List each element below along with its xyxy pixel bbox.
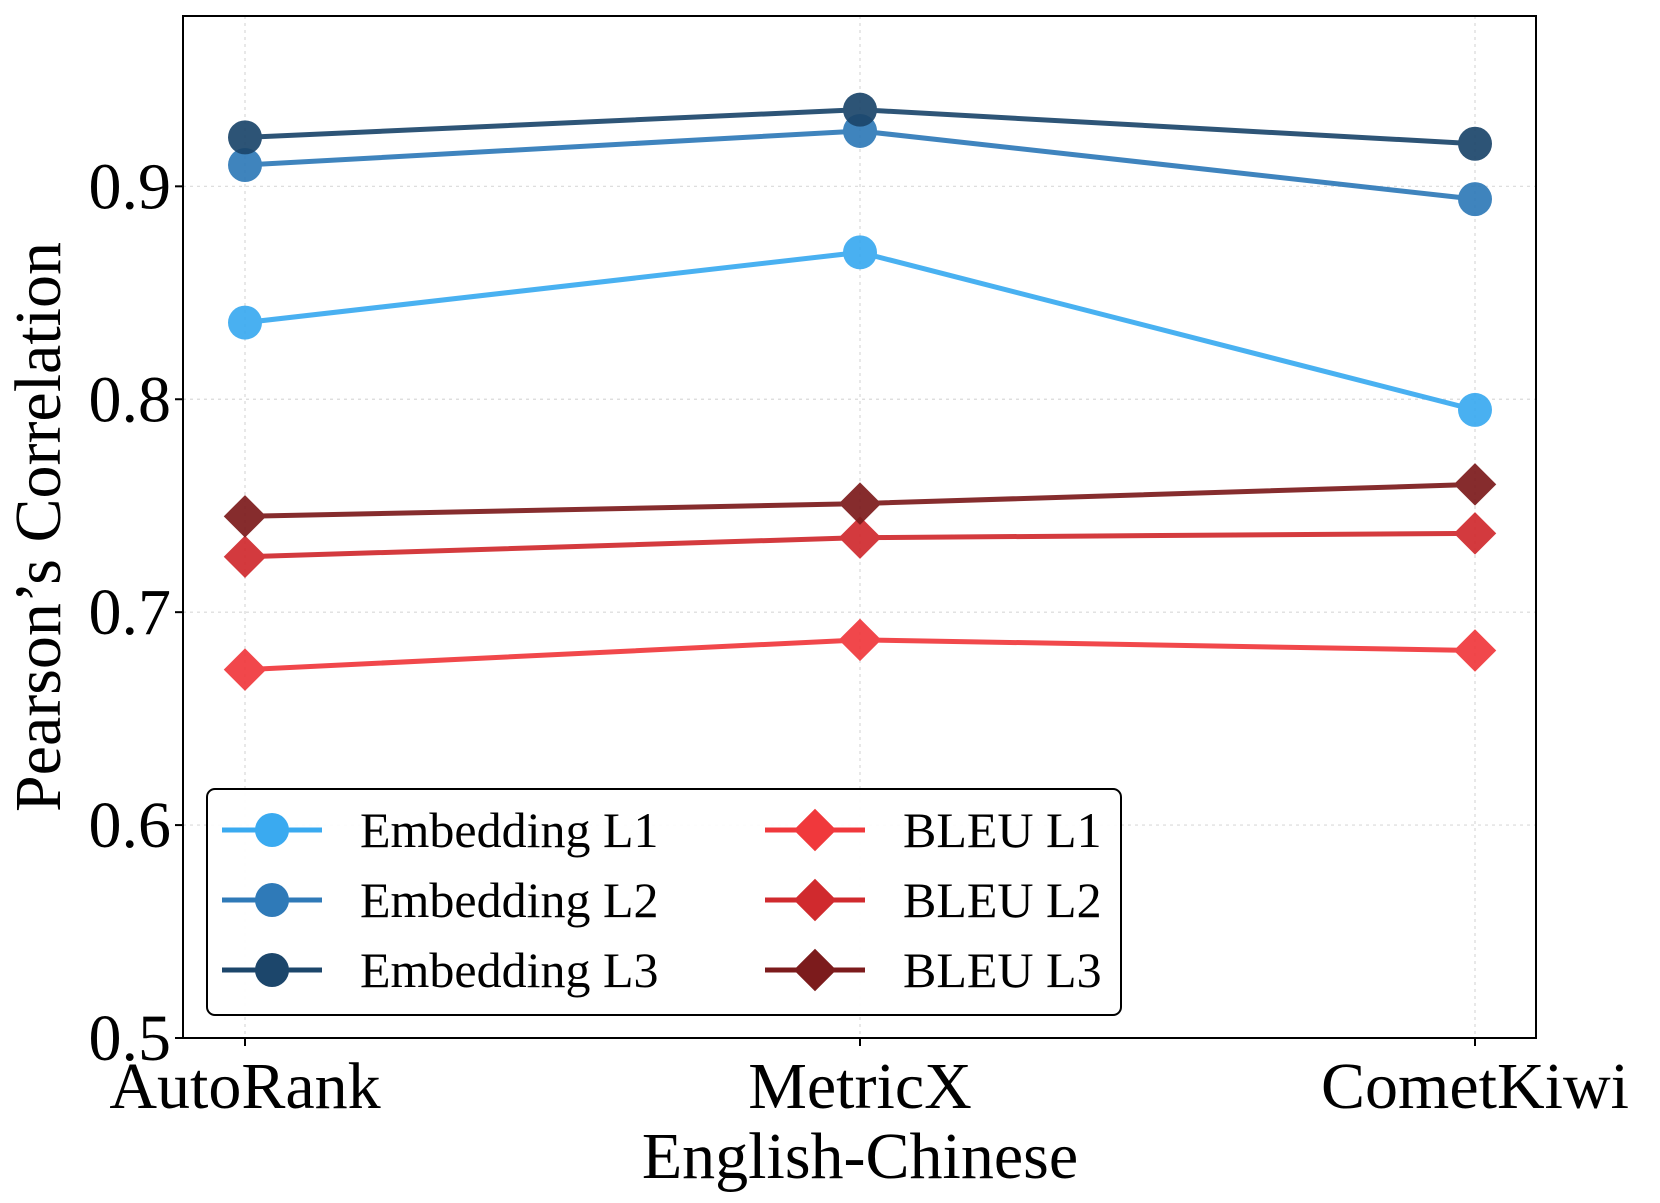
legend-label: Embedding L2 — [360, 872, 659, 928]
data-point — [838, 516, 882, 559]
legend-marker — [255, 813, 289, 847]
legend-marker — [793, 808, 837, 852]
data-point — [223, 535, 267, 579]
data-point — [838, 482, 882, 525]
legend-marker — [793, 878, 837, 922]
data-point — [228, 148, 262, 183]
data-point — [1458, 182, 1492, 217]
x-tick-label: MetricX — [748, 1050, 972, 1123]
data-point — [1453, 629, 1497, 672]
series-bleu-l1 — [223, 618, 1497, 691]
data-point — [1458, 126, 1492, 161]
legend-item: Embedding L2 — [222, 872, 659, 928]
data-point — [223, 648, 267, 691]
y-tick-label: 0.8 — [89, 363, 172, 436]
legend-label: Embedding L1 — [360, 802, 659, 858]
data-point — [223, 495, 267, 538]
data-point — [843, 92, 877, 127]
series-layer — [223, 92, 1497, 691]
series-embedding-l3 — [228, 92, 1492, 161]
legend-label: Embedding L3 — [360, 942, 659, 998]
data-point — [838, 618, 882, 662]
y-tick-label: 0.5 — [89, 1002, 172, 1075]
series-bleu-l2 — [223, 512, 1497, 579]
legend-item: BLEU L1 — [765, 802, 1102, 858]
y-tick-label: 0.9 — [89, 150, 172, 223]
data-point — [1453, 512, 1497, 555]
legend-item: Embedding L1 — [222, 802, 659, 858]
x-tick-label: CometKiwi — [1321, 1050, 1629, 1123]
data-point — [1458, 392, 1492, 427]
legend-entries: Embedding L1 Embedding L2 Embedding L3 BLEU… — [222, 802, 1102, 998]
series-embedding-l1 — [228, 235, 1492, 427]
legend-item: BLEU L3 — [765, 942, 1102, 998]
data-point — [1453, 463, 1497, 506]
x-axis-label: English-Chinese — [642, 1120, 1078, 1193]
legend-label: BLEU L1 — [903, 802, 1102, 858]
legend-marker — [255, 883, 289, 917]
data-point — [228, 120, 262, 155]
data-point — [228, 305, 262, 340]
legend-label: BLEU L3 — [903, 942, 1102, 998]
legend-label: BLEU L2 — [903, 872, 1102, 928]
y-tick-label: 0.7 — [89, 576, 172, 649]
x-tick-label: AutoRank — [109, 1050, 380, 1123]
legend-item: BLEU L2 — [765, 872, 1102, 928]
legend-item: Embedding L3 — [222, 942, 659, 998]
y-axis-label: Pearson’s Correlation — [2, 242, 75, 812]
series-bleu-l3 — [223, 463, 1497, 538]
legend-marker — [793, 948, 837, 992]
y-tick-label: 0.6 — [89, 789, 172, 862]
axis-layer: 0.5 0.6 0.7 0.8 0.9 AutoRank MetricX CometKiwi — [89, 150, 1630, 1123]
legend: Embedding L1 Embedding L2 Embedding L3 BLEU… — [206, 788, 1122, 1016]
data-point — [843, 235, 877, 270]
legend-marker — [255, 953, 289, 987]
legend-frame — [206, 788, 1122, 1016]
